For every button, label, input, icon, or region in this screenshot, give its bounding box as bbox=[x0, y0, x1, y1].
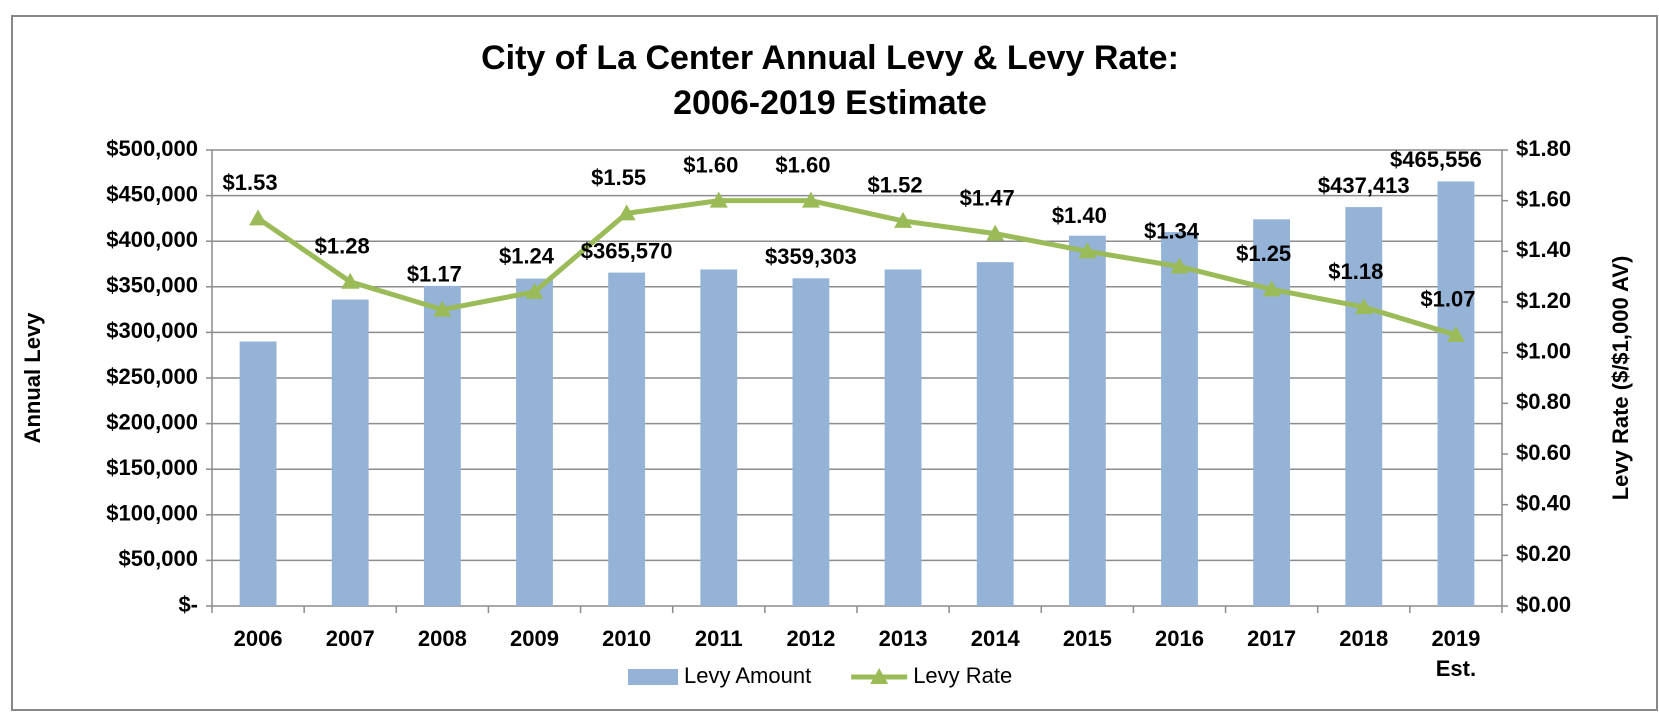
y-tick-label: $400,000 bbox=[106, 227, 198, 252]
bar bbox=[1345, 207, 1383, 606]
y-tick-label: $150,000 bbox=[106, 455, 198, 480]
y-tick-label: $300,000 bbox=[106, 318, 198, 343]
x-tick-label: 2014 bbox=[971, 626, 1021, 651]
line-marker bbox=[1262, 280, 1281, 297]
line-marker bbox=[1354, 298, 1373, 315]
line bbox=[256, 198, 1457, 338]
bar bbox=[792, 278, 830, 606]
legend-label: Levy Rate bbox=[913, 663, 1012, 688]
y2-tick-label: $1.60 bbox=[1516, 186, 1571, 211]
x-tick-label: 2008 bbox=[418, 626, 467, 651]
x-tick-label: 2011 bbox=[695, 626, 743, 651]
legend-swatch bbox=[870, 668, 889, 684]
bar bbox=[331, 299, 369, 606]
y2-axis-title: Levy Rate ($/$1,000 AV) bbox=[1608, 256, 1633, 501]
legend-swatch bbox=[628, 669, 678, 685]
x-tick-label: 2019 Est. bbox=[1431, 626, 1480, 681]
x-tick-label: 2006 bbox=[234, 626, 283, 651]
bar bbox=[1437, 181, 1475, 606]
line-value-label: $1.60 bbox=[683, 152, 738, 177]
y-tick-label: $350,000 bbox=[106, 273, 198, 298]
y2-tick-label: $1.20 bbox=[1516, 288, 1571, 313]
x-tick-label: 2017 bbox=[1247, 626, 1296, 651]
line-value-label: $1.18 bbox=[1328, 259, 1383, 284]
y-tick-label: $500,000 bbox=[106, 136, 198, 161]
chart-title: City of La Center Annual Levy & Levy Rat… bbox=[481, 39, 1179, 77]
line-marker bbox=[341, 272, 360, 289]
bar bbox=[976, 262, 1014, 606]
x-tick-label: 2010 bbox=[602, 626, 651, 651]
line-marker bbox=[525, 282, 544, 299]
chart-frame bbox=[11, 15, 1658, 711]
x-tick-label: 2009 bbox=[510, 626, 559, 651]
line-marker bbox=[709, 191, 728, 208]
line-marker bbox=[1078, 242, 1097, 259]
line-marker bbox=[986, 224, 1005, 241]
line-value-label: $1.40 bbox=[1052, 203, 1107, 228]
x-tick-label: 2012 bbox=[786, 626, 835, 651]
line-marker bbox=[249, 209, 268, 226]
bar bbox=[700, 269, 738, 606]
bar bbox=[1068, 235, 1106, 606]
chart-title: 2006-2019 Estimate bbox=[673, 84, 987, 122]
bar bbox=[1253, 219, 1291, 606]
y-tick-label: $- bbox=[178, 592, 198, 617]
y-tick-label: $50,000 bbox=[118, 546, 198, 571]
y2-tick-label: $0.40 bbox=[1516, 490, 1571, 515]
bar-value-label: $365,570 bbox=[581, 238, 673, 263]
y2-tick-label: $0.20 bbox=[1516, 541, 1571, 566]
line-marker bbox=[894, 211, 913, 228]
line-value-label: $1.25 bbox=[1236, 241, 1291, 266]
y-tick-label: $450,000 bbox=[106, 181, 198, 206]
line-value-label: $1.28 bbox=[315, 234, 370, 259]
y2-tick-label: $0.00 bbox=[1516, 592, 1571, 617]
y2-tick-label: $0.60 bbox=[1516, 440, 1571, 465]
y-tick-label: $200,000 bbox=[106, 409, 198, 434]
line-value-label: $1.07 bbox=[1420, 287, 1475, 312]
line-marker bbox=[1446, 325, 1465, 342]
bar bbox=[239, 341, 277, 606]
x-tick-label: 2013 bbox=[879, 626, 928, 651]
x-tick-label: 2018 bbox=[1339, 626, 1388, 651]
line-value-label: $1.52 bbox=[868, 173, 923, 198]
line-value-label: $1.47 bbox=[960, 185, 1015, 210]
y2-tick-label: $1.80 bbox=[1516, 136, 1571, 161]
x-tick-label: 2015 bbox=[1063, 626, 1112, 651]
bar-value-label: $359,303 bbox=[765, 244, 857, 269]
bar bbox=[516, 278, 553, 606]
line-value-label: $1.60 bbox=[775, 152, 830, 177]
line-value-label: $1.17 bbox=[407, 261, 462, 286]
line-value-label: $1.55 bbox=[591, 165, 646, 190]
bar bbox=[1161, 232, 1198, 606]
y2-tick-label: $0.80 bbox=[1516, 389, 1571, 414]
line-marker bbox=[1170, 257, 1189, 274]
line-marker bbox=[617, 204, 636, 221]
legend-label: Levy Amount bbox=[684, 663, 811, 688]
bar bbox=[423, 285, 461, 606]
x-tick-label: 2007 bbox=[326, 626, 375, 651]
x-tick-label: 2016 bbox=[1155, 626, 1204, 651]
y-tick-label: $250,000 bbox=[106, 364, 198, 389]
y-tick-label: $100,000 bbox=[106, 501, 198, 526]
line-value-label: $1.24 bbox=[499, 244, 555, 269]
line-value-label: $1.53 bbox=[223, 170, 278, 195]
line-value-label: $1.34 bbox=[1144, 218, 1200, 243]
line-marker bbox=[801, 191, 820, 208]
bar-value-label: $437,413 bbox=[1318, 173, 1410, 198]
bar bbox=[608, 272, 646, 606]
bar bbox=[884, 269, 922, 606]
y2-tick-label: $1.00 bbox=[1516, 338, 1571, 363]
y2-tick-label: $1.40 bbox=[1516, 237, 1571, 262]
y-axis-title: Annual Levy bbox=[20, 312, 45, 444]
line-marker bbox=[433, 300, 452, 317]
bar-value-label: $465,556 bbox=[1390, 147, 1482, 172]
